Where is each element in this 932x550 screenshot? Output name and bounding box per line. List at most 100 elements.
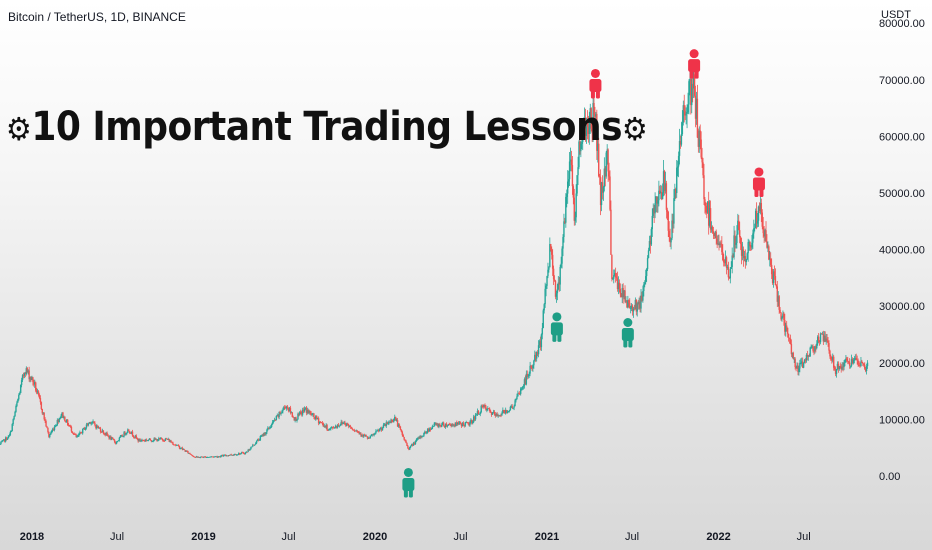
candle-body [127, 429, 129, 433]
candle-body [408, 448, 410, 450]
candle-body [132, 435, 135, 438]
candle-body [131, 431, 134, 436]
candle-body [26, 368, 28, 373]
candle-body [471, 419, 473, 424]
candle-body [620, 294, 622, 297]
candle-body [274, 419, 277, 421]
candle-body [847, 360, 849, 362]
candle-body [806, 354, 809, 357]
candle-body [223, 454, 226, 456]
candle-body [854, 358, 857, 360]
candle-body [417, 437, 419, 439]
candle-body [654, 203, 656, 214]
candle-body [5, 437, 8, 440]
candle-body [592, 103, 594, 134]
candle-body [432, 426, 434, 428]
candle-body [220, 455, 222, 457]
candle-body [865, 366, 868, 372]
candle-body [482, 405, 484, 408]
candle-body [491, 412, 494, 415]
candle-body [667, 211, 669, 231]
candle-body [336, 424, 339, 428]
candle-body [202, 457, 204, 458]
candle-body [587, 126, 590, 134]
candle-body [58, 418, 60, 423]
candle-body [414, 441, 417, 445]
candle-body [682, 105, 685, 123]
candle-body [35, 382, 37, 391]
candle-body [32, 377, 34, 382]
candle-body [94, 423, 96, 426]
candle-body [128, 429, 130, 432]
candle-body [848, 361, 850, 363]
candle-body [394, 416, 396, 420]
candle-body [484, 404, 486, 407]
candle-body [383, 424, 386, 426]
candle-body [448, 424, 450, 425]
candle-body [509, 406, 512, 411]
candle-body [544, 288, 546, 305]
gear-icon: ⚙ [622, 110, 648, 148]
candle-body [692, 74, 695, 89]
candle-body [500, 415, 502, 417]
candle-body [332, 427, 335, 429]
candle-body [419, 435, 421, 439]
candle-body [372, 434, 374, 436]
candle-body [645, 276, 647, 283]
candle-body [201, 456, 203, 458]
candle-body [386, 422, 388, 425]
candle-body [138, 438, 140, 442]
candle-body [92, 421, 94, 423]
candle-body [793, 358, 795, 360]
candle-body [174, 444, 176, 446]
candle-body [539, 341, 542, 348]
candle-body [145, 439, 148, 441]
candle-body [833, 367, 836, 370]
candle-body [147, 439, 150, 441]
candle-body [251, 446, 253, 448]
candle-body [134, 435, 137, 438]
candle-body [629, 308, 632, 309]
candle-body [504, 410, 506, 414]
candle-body [658, 190, 660, 201]
candle-body [232, 454, 234, 456]
candle-body [449, 424, 451, 426]
candle-body [641, 295, 643, 301]
candle-body [219, 456, 221, 458]
candle-body [379, 428, 382, 430]
candle-body [168, 439, 170, 442]
candle-body [411, 444, 414, 446]
candle-body [591, 128, 593, 134]
candle-body [83, 427, 86, 430]
candle-body [177, 444, 180, 446]
candle-body [343, 422, 345, 424]
candle-body [771, 274, 774, 283]
candle-body [796, 365, 798, 369]
candle-body [844, 360, 846, 363]
candle-body [266, 429, 268, 433]
candle-body [747, 242, 749, 254]
candle-body [814, 346, 816, 351]
candle-body [743, 256, 746, 259]
candle-body [792, 352, 794, 359]
candle-body [358, 431, 360, 434]
candle-body [63, 416, 65, 418]
candle-body [650, 229, 653, 245]
candle-body [108, 436, 110, 439]
candle-body [157, 440, 159, 442]
candle-body [516, 396, 518, 400]
candle-body [588, 122, 591, 134]
candle-body [100, 431, 103, 433]
candle-body [113, 440, 116, 443]
candle-body [275, 415, 278, 420]
candle-body [705, 205, 707, 213]
candle-body [125, 433, 127, 435]
candle-body [19, 392, 21, 395]
candle-body [165, 438, 168, 440]
candle-body [555, 293, 558, 297]
candle-body [504, 410, 507, 414]
symbol-label[interactable]: Bitcoin / TetherUS, 1D, BINANCE [8, 10, 186, 24]
candle-body [66, 419, 68, 423]
